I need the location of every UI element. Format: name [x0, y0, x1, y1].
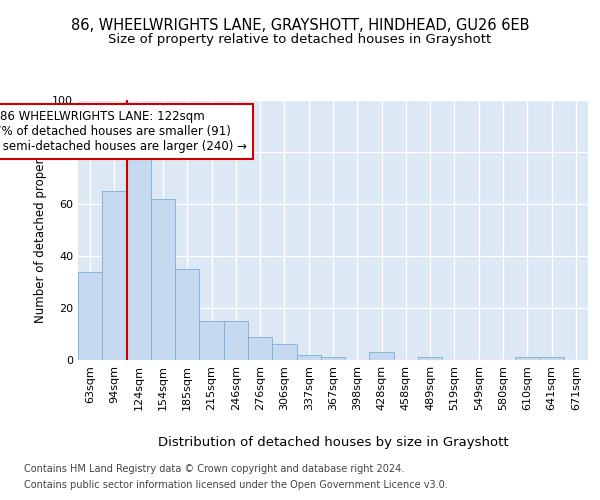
Bar [151, 199, 175, 360]
Bar [296, 355, 321, 360]
Bar [515, 358, 539, 360]
Bar [102, 191, 127, 360]
Bar [272, 344, 296, 360]
Text: 86, WHEELWRIGHTS LANE, GRAYSHOTT, HINDHEAD, GU26 6EB: 86, WHEELWRIGHTS LANE, GRAYSHOTT, HINDHE… [71, 18, 529, 32]
Bar [224, 321, 248, 360]
Bar [78, 272, 102, 360]
Bar [127, 139, 151, 360]
Bar [370, 352, 394, 360]
Y-axis label: Number of detached properties: Number of detached properties [34, 137, 47, 323]
Text: Distribution of detached houses by size in Grayshott: Distribution of detached houses by size … [158, 436, 508, 449]
Text: Contains HM Land Registry data © Crown copyright and database right 2024.: Contains HM Land Registry data © Crown c… [24, 464, 404, 474]
Text: 86 WHEELWRIGHTS LANE: 122sqm
← 27% of detached houses are smaller (91)
73% of se: 86 WHEELWRIGHTS LANE: 122sqm ← 27% of de… [0, 110, 247, 154]
Bar [248, 336, 272, 360]
Bar [418, 358, 442, 360]
Bar [175, 269, 199, 360]
Text: Size of property relative to detached houses in Grayshott: Size of property relative to detached ho… [109, 32, 491, 46]
Text: Contains public sector information licensed under the Open Government Licence v3: Contains public sector information licen… [24, 480, 448, 490]
Bar [321, 358, 345, 360]
Bar [539, 358, 564, 360]
Bar [199, 321, 224, 360]
